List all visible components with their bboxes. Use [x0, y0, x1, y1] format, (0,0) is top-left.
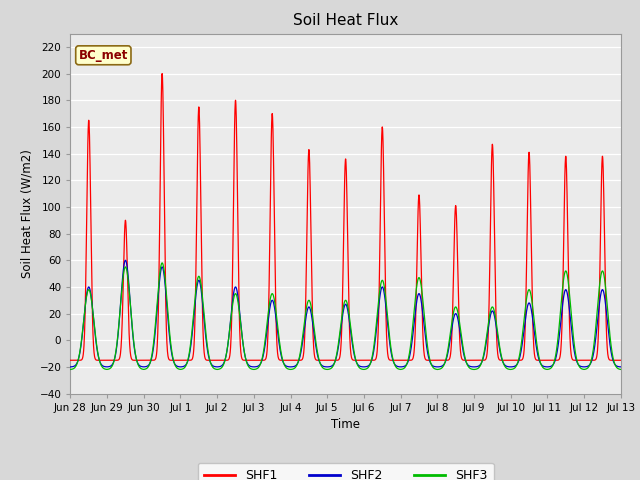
Y-axis label: Soil Heat Flux (W/m2): Soil Heat Flux (W/m2)	[21, 149, 34, 278]
X-axis label: Time: Time	[331, 418, 360, 431]
Title: Soil Heat Flux: Soil Heat Flux	[293, 13, 398, 28]
Text: BC_met: BC_met	[79, 49, 128, 62]
Legend: SHF1, SHF2, SHF3: SHF1, SHF2, SHF3	[198, 463, 493, 480]
